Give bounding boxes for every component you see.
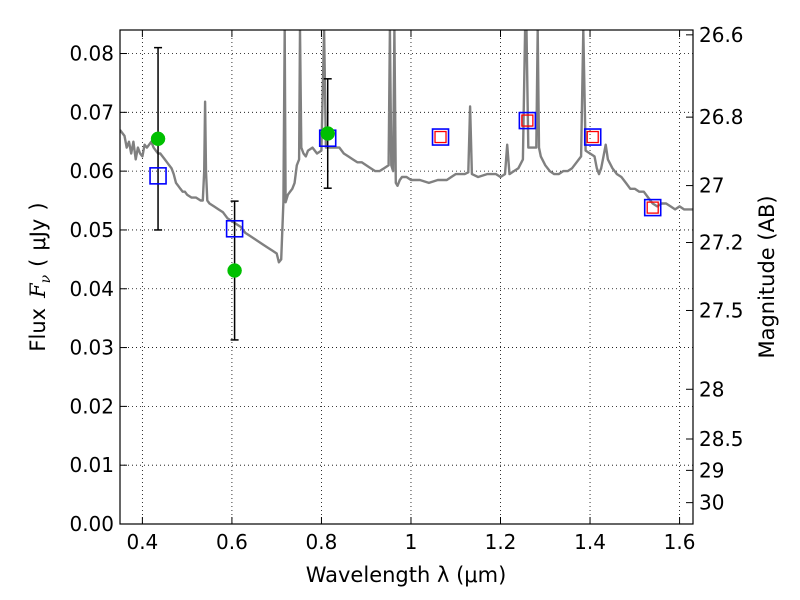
model-bandpass-square — [583, 128, 602, 146]
x-tick-label: 1.2 — [485, 530, 517, 554]
model-bandpass-square — [643, 198, 662, 217]
magnitude-axis-ticks: 26.6 26.8 27 27.2 27.5 28 28.5 29 30 — [686, 23, 744, 515]
magnitude-tick-label: 27 — [699, 174, 724, 198]
y-tick-label: 0.08 — [69, 42, 114, 66]
observed-flux-markers — [150, 126, 335, 278]
plot-background — [120, 30, 693, 524]
model-bandpass-square — [149, 167, 167, 185]
observed-flux-point — [227, 263, 242, 278]
y-tick-label: 0.05 — [69, 218, 114, 242]
x-tick-label: 1.6 — [664, 530, 696, 554]
y-tick-label: 0.07 — [69, 100, 114, 124]
magnitude-tick-label: 27.5 — [699, 298, 744, 322]
inner-square — [646, 201, 659, 214]
y-axis-label-left: FluxFν(μJy) — [26, 202, 54, 351]
observed-flux-point — [150, 131, 166, 147]
model-bandpass-square — [518, 111, 537, 130]
magnitude-tick-label: 27.2 — [699, 231, 744, 255]
magnitude-tick-label: 28.5 — [699, 427, 744, 451]
x-axis-label: Wavelength λ (μm) — [306, 563, 507, 587]
y-tick-label: 0.01 — [69, 453, 114, 477]
x-tick-label: 0.4 — [126, 530, 158, 554]
inner-square — [586, 130, 599, 144]
inner-square — [434, 130, 447, 144]
y-tick-label: 0.06 — [69, 159, 114, 183]
x-tick-label: 1.4 — [574, 530, 606, 554]
magnitude-tick-label: 26.8 — [699, 105, 744, 129]
x-axis-ticks: 0.4 0.6 0.8 1 1.2 1.4 1.6 — [126, 30, 695, 554]
y-tick-label: 0.02 — [69, 394, 114, 418]
y-axis-label-right: Magnitude (AB) — [755, 195, 779, 358]
y-axis-ticks: 0.00 0.01 0.02 0.03 0.04 0.05 0.06 0.07 0.08 — [69, 42, 127, 536]
magnitude-tick-label: 30 — [699, 491, 724, 515]
model-spectrum-line — [120, 30, 693, 264]
magnitude-tick-label: 26.6 — [699, 23, 744, 47]
plot-frame — [119, 29, 694, 525]
magnitude-tick-label: 28 — [699, 377, 724, 401]
magnitude-tick-label: 29 — [699, 458, 724, 482]
x-tick-label: 1 — [405, 530, 418, 554]
y-tick-label: 0.00 — [69, 512, 114, 536]
x-tick-label: 0.6 — [216, 530, 248, 554]
y-tick-label: 0.03 — [69, 336, 114, 360]
model-bandpass-square — [225, 219, 244, 238]
y-tick-label: 0.04 — [69, 277, 114, 301]
inner-markers — [434, 114, 659, 214]
x-tick-label: 0.8 — [306, 530, 338, 554]
model-bandpass-square — [431, 128, 450, 146]
observed-flux-point — [320, 126, 335, 141]
inner-square — [521, 114, 534, 127]
